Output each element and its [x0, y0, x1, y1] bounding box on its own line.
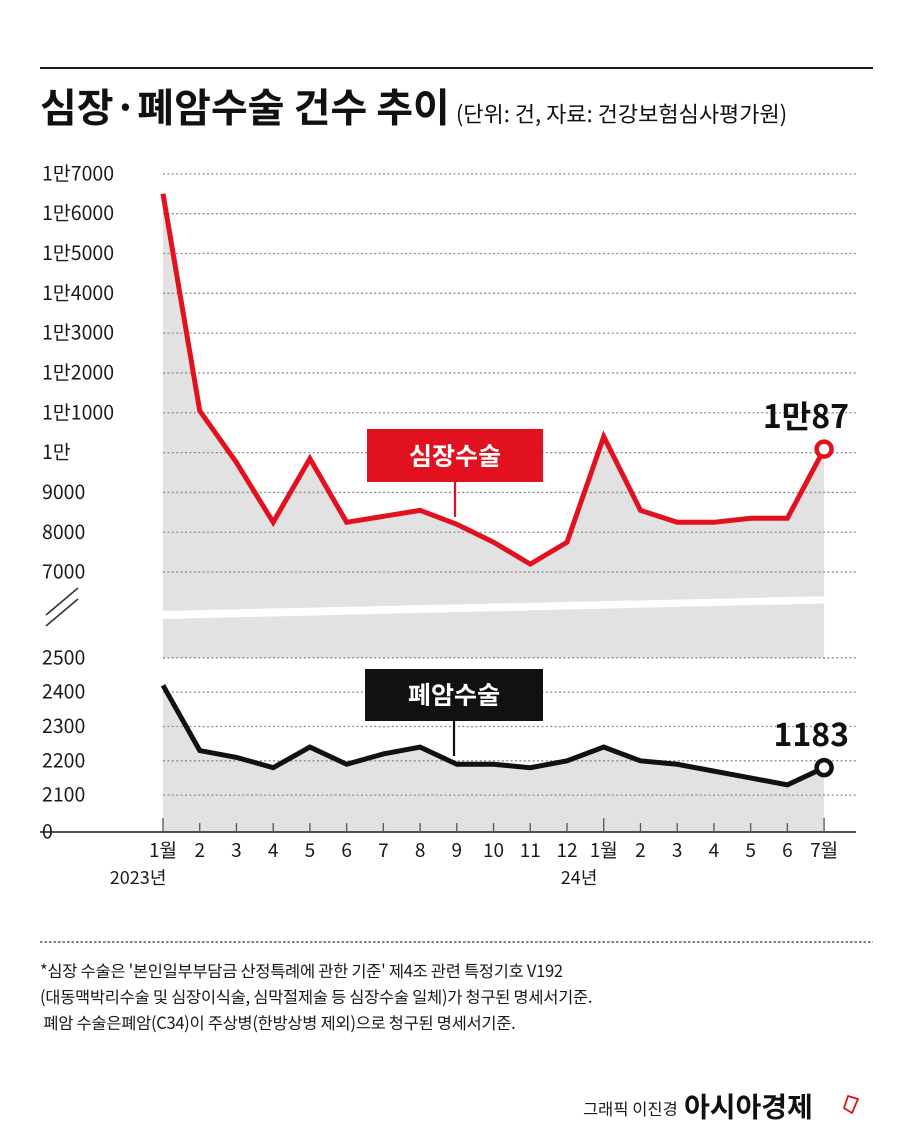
svg-text:1만7000: 1만7000	[42, 157, 114, 186]
svg-text:4: 4	[268, 836, 279, 863]
svg-text:2: 2	[194, 836, 205, 863]
svg-text:6: 6	[782, 836, 793, 863]
svg-text:1만2000: 1만2000	[42, 356, 114, 385]
svg-text:12: 12	[556, 836, 577, 863]
svg-text:4: 4	[709, 836, 720, 863]
svg-text:3: 3	[672, 836, 683, 863]
svg-text:11: 11	[520, 836, 541, 863]
svg-text:폐암수술: 폐암수술	[408, 676, 500, 712]
svg-text:1만6000: 1만6000	[42, 197, 114, 226]
svg-text:7000: 7000	[42, 556, 85, 585]
svg-text:1만: 1만	[42, 436, 71, 465]
svg-text:2200: 2200	[42, 744, 85, 773]
svg-text:1만5000: 1만5000	[42, 237, 114, 266]
svg-text:2100: 2100	[42, 779, 85, 808]
svg-text:2023년: 2023년	[110, 864, 167, 890]
svg-text:5: 5	[745, 836, 756, 863]
svg-text:1만3000: 1만3000	[42, 317, 114, 346]
svg-text:8: 8	[415, 836, 426, 863]
svg-text:1월: 1월	[149, 836, 177, 863]
svg-text:2400: 2400	[42, 676, 85, 705]
svg-text:6: 6	[341, 836, 352, 863]
svg-text:24년: 24년	[561, 864, 598, 890]
svg-text:8000: 8000	[42, 516, 85, 545]
svg-text:1월: 1월	[590, 836, 618, 863]
svg-text:3: 3	[231, 836, 242, 863]
svg-text:심장수술: 심장수술	[409, 437, 501, 473]
svg-text:1183: 1183	[773, 710, 849, 756]
svg-text:9000: 9000	[42, 476, 85, 505]
svg-text:7월: 7월	[810, 836, 838, 863]
svg-text:1만1000: 1만1000	[42, 396, 114, 425]
svg-text:2: 2	[635, 836, 646, 863]
svg-text:7: 7	[378, 836, 389, 863]
svg-text:0: 0	[42, 816, 53, 845]
svg-text:1만4000: 1만4000	[42, 277, 114, 306]
svg-text:5: 5	[305, 836, 316, 863]
svg-text:9: 9	[452, 836, 463, 863]
svg-text:10: 10	[483, 836, 504, 863]
svg-text:1만87: 1만87	[763, 392, 849, 438]
svg-text:2300: 2300	[42, 710, 85, 739]
svg-text:2500: 2500	[42, 641, 85, 670]
